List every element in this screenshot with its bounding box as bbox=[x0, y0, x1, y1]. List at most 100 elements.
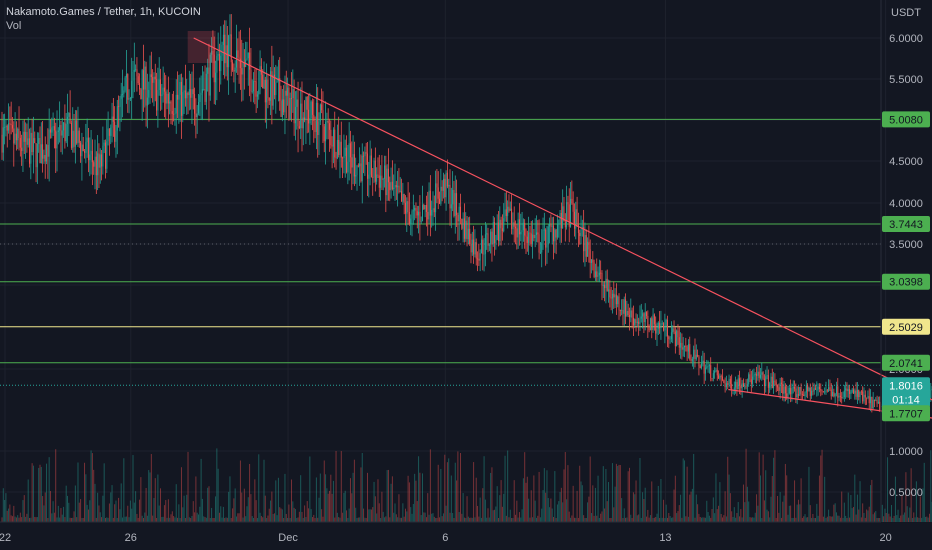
candle-body bbox=[623, 299, 625, 314]
volume-bar bbox=[737, 502, 739, 522]
candle-body bbox=[46, 144, 48, 162]
candle-body bbox=[429, 190, 431, 216]
volume-bar bbox=[125, 516, 127, 522]
volume-bar bbox=[402, 503, 404, 522]
volume-bar bbox=[491, 467, 493, 522]
volume-bar bbox=[469, 517, 471, 522]
candle-body bbox=[22, 131, 24, 151]
candle-body bbox=[249, 52, 251, 70]
candle-body bbox=[65, 123, 67, 142]
volume-bar bbox=[697, 504, 699, 522]
volume-bar bbox=[778, 512, 780, 522]
candle-body bbox=[591, 259, 592, 264]
volume-bar bbox=[217, 468, 219, 522]
volume-bar bbox=[209, 517, 211, 522]
candle-body bbox=[605, 278, 607, 289]
volume-bar bbox=[733, 507, 735, 522]
candle-body bbox=[572, 203, 574, 212]
candle-body bbox=[674, 331, 676, 347]
candle-body bbox=[387, 168, 389, 183]
candle-body bbox=[279, 78, 281, 101]
volume-bar bbox=[357, 517, 359, 522]
candle-body bbox=[407, 201, 409, 213]
volume-bar bbox=[589, 456, 591, 522]
volume-bar bbox=[707, 511, 709, 522]
volume-bar bbox=[276, 515, 278, 522]
time-axis: 2226Dec613202720225 bbox=[0, 521, 892, 544]
volume-bar bbox=[186, 494, 188, 522]
volume-bar bbox=[563, 469, 565, 522]
candle-body bbox=[332, 129, 334, 147]
volume-bar bbox=[784, 463, 786, 522]
volume-bar bbox=[889, 516, 891, 522]
candle-body bbox=[787, 393, 789, 398]
candle-body bbox=[627, 310, 629, 316]
candle-body bbox=[465, 220, 467, 239]
candle-body bbox=[180, 81, 182, 116]
candle-body bbox=[735, 381, 737, 388]
candle-body bbox=[272, 74, 274, 106]
candle-body bbox=[419, 211, 421, 222]
candle-body bbox=[179, 81, 181, 95]
candle-body bbox=[820, 388, 822, 391]
volume-bar bbox=[639, 457, 641, 522]
candle-body bbox=[669, 339, 671, 340]
candle-body bbox=[509, 208, 511, 211]
horizontal-levels bbox=[0, 118, 881, 386]
volume-bar bbox=[925, 516, 927, 522]
candle-body bbox=[321, 104, 323, 111]
volume-bar bbox=[461, 513, 463, 522]
volume-bar bbox=[450, 475, 452, 522]
candle-body bbox=[68, 112, 70, 117]
volume-bar bbox=[883, 516, 885, 522]
volume-bar bbox=[22, 500, 24, 522]
volume-bar bbox=[230, 518, 232, 522]
candle-body bbox=[27, 138, 29, 145]
volume-bar bbox=[787, 514, 789, 522]
volume-bar bbox=[44, 492, 46, 522]
candle-body bbox=[104, 142, 106, 169]
volume-bar bbox=[791, 517, 793, 522]
candle-body bbox=[228, 35, 230, 68]
volume-bar bbox=[467, 516, 469, 522]
volume-bar bbox=[897, 509, 899, 522]
time-tick-label: 20 bbox=[879, 532, 891, 544]
volume-bar bbox=[323, 460, 325, 522]
volume-bar bbox=[666, 517, 668, 522]
volume-bar bbox=[866, 509, 868, 522]
candle-body bbox=[651, 318, 653, 330]
volume-bar bbox=[845, 515, 847, 522]
volume-bar bbox=[122, 517, 124, 522]
candle-body bbox=[370, 155, 372, 177]
candle-body bbox=[173, 113, 175, 115]
volume-bar bbox=[614, 486, 616, 522]
candle-body bbox=[756, 374, 758, 376]
volume-bar bbox=[119, 509, 121, 522]
volume-bar bbox=[766, 509, 768, 522]
candle-body bbox=[291, 97, 293, 99]
volume-bar bbox=[547, 498, 549, 522]
candle-body bbox=[833, 392, 835, 397]
candle-body bbox=[706, 366, 708, 368]
volume-bar bbox=[669, 516, 671, 522]
volume-bar bbox=[522, 478, 524, 522]
volume-bar bbox=[664, 517, 666, 522]
volume-bar bbox=[318, 497, 320, 522]
volume-bar bbox=[783, 495, 785, 522]
volume-bar bbox=[91, 453, 93, 522]
volume-bar bbox=[30, 517, 32, 522]
candle-body bbox=[602, 285, 604, 286]
candle-body bbox=[856, 389, 858, 397]
candle-body bbox=[727, 383, 729, 385]
candle-body bbox=[576, 209, 578, 225]
candle-body bbox=[555, 229, 557, 238]
volume-bar bbox=[428, 514, 430, 522]
volume-bar bbox=[222, 506, 224, 522]
volume-bar bbox=[656, 513, 658, 522]
volume-bar bbox=[64, 517, 66, 522]
volume-bar bbox=[530, 490, 532, 522]
volume-bar bbox=[480, 517, 482, 522]
candle-body bbox=[767, 375, 769, 388]
candle-body bbox=[543, 229, 545, 231]
